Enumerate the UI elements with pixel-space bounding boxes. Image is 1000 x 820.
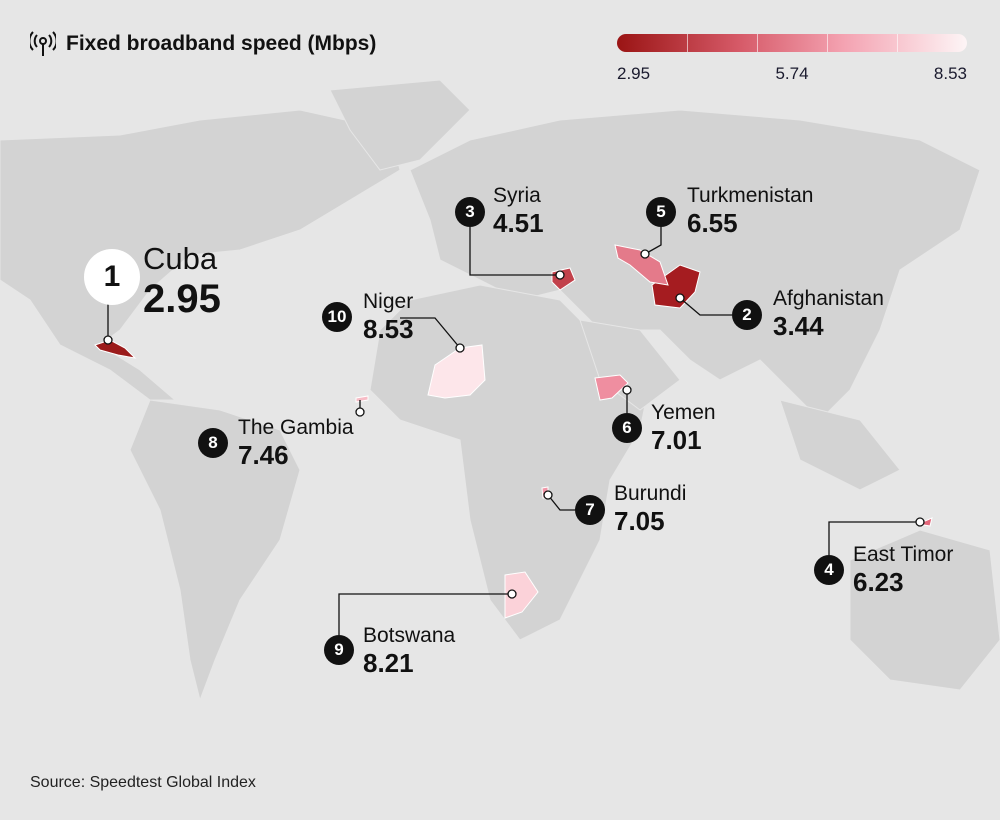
chart-title: Fixed broadband speed (Mbps) (30, 31, 376, 57)
leader-dot (355, 407, 365, 417)
country-label: Afghanistan 3.44 (773, 287, 884, 341)
legend-mid: 5.74 (775, 64, 809, 83)
leader-dot (543, 490, 553, 500)
south-america (129, 399, 301, 702)
australia (849, 529, 1000, 691)
leader-line (679, 297, 732, 316)
country-label: Botswana 8.21 (363, 624, 455, 678)
leader-line (338, 593, 512, 635)
country-name: Afghanistan (773, 287, 884, 310)
leader-dot (507, 589, 517, 599)
country-name: The Gambia (238, 416, 354, 439)
country-speed: 2.95 (143, 277, 221, 321)
country-speed: 7.05 (614, 506, 665, 536)
country-name: Syria (493, 184, 541, 207)
country-speed: 3.44 (773, 311, 824, 341)
color-legend: 2.95 5.74 8.53 (617, 34, 967, 84)
country-speed: 6.55 (687, 208, 738, 238)
rank-badge: 9 (324, 635, 354, 665)
leader-dot (915, 517, 925, 527)
country-name: Niger (363, 290, 414, 313)
legend-min: 2.95 (617, 64, 651, 83)
country-label: Niger 8.53 (363, 290, 414, 344)
legend-gradient-bar (617, 34, 967, 52)
leader-dot (455, 343, 465, 353)
country-name: Botswana (363, 624, 456, 647)
country-speed: 8.21 (363, 648, 414, 678)
country-label: East Timor 6.23 (853, 543, 953, 597)
leader-line (644, 227, 662, 255)
country-speed: 6.23 (853, 567, 904, 597)
country-shape-botswana (504, 571, 539, 619)
country-label: Cuba 2.95 (143, 242, 221, 322)
rank-badge: 5 (646, 197, 676, 227)
rank-badge: 2 (732, 300, 762, 330)
leader-line (469, 227, 560, 276)
rank-badge: 4 (814, 555, 844, 585)
country-name: Burundi (614, 482, 687, 505)
arabia (579, 319, 681, 411)
rank-badge: 10 (322, 302, 352, 332)
title-text: Fixed broadband speed (Mbps) (66, 32, 377, 55)
legend-max: 8.53 (933, 64, 967, 83)
country-speed: 7.46 (238, 440, 289, 470)
rank-badge: 6 (612, 413, 642, 443)
leader-dot (555, 270, 565, 280)
rank-badge: 3 (455, 197, 485, 227)
country-shape-yemen (594, 374, 629, 401)
leader-dot (622, 385, 632, 395)
north-america (0, 109, 401, 401)
country-name: Yemen (651, 401, 716, 424)
source-note: Source: Speedtest Global Index (30, 774, 256, 791)
country-speed: 7.01 (651, 425, 702, 455)
greenland (329, 79, 471, 171)
leader-line (400, 317, 461, 349)
country-label: Burundi 7.05 (614, 482, 686, 536)
leader-line (828, 521, 920, 555)
leader-line (547, 494, 575, 511)
rank-badge: 7 (575, 495, 605, 525)
country-label: Yemen 7.01 (651, 401, 716, 455)
antenna-signal-icon (30, 31, 56, 56)
leader-dot (103, 335, 113, 345)
country-label: Turkmenistan 6.55 (687, 184, 813, 238)
country-name: Turkmenistan (687, 184, 814, 207)
rank-badge: 1 (84, 249, 140, 305)
country-speed: 8.53 (363, 314, 414, 344)
country-label: The Gambia 7.46 (238, 416, 354, 470)
country-label: Syria 4.51 (493, 184, 544, 238)
country-shape-afghanistan (651, 264, 701, 309)
country-shape-the-gambia (355, 395, 369, 403)
country-name: East Timor (853, 543, 954, 566)
southeast-asia (779, 399, 901, 491)
country-name: Cuba (143, 241, 218, 276)
rank-badge: 8 (198, 428, 228, 458)
leader-dot (675, 293, 685, 303)
country-speed: 4.51 (493, 208, 544, 238)
leader-dot (640, 249, 650, 259)
